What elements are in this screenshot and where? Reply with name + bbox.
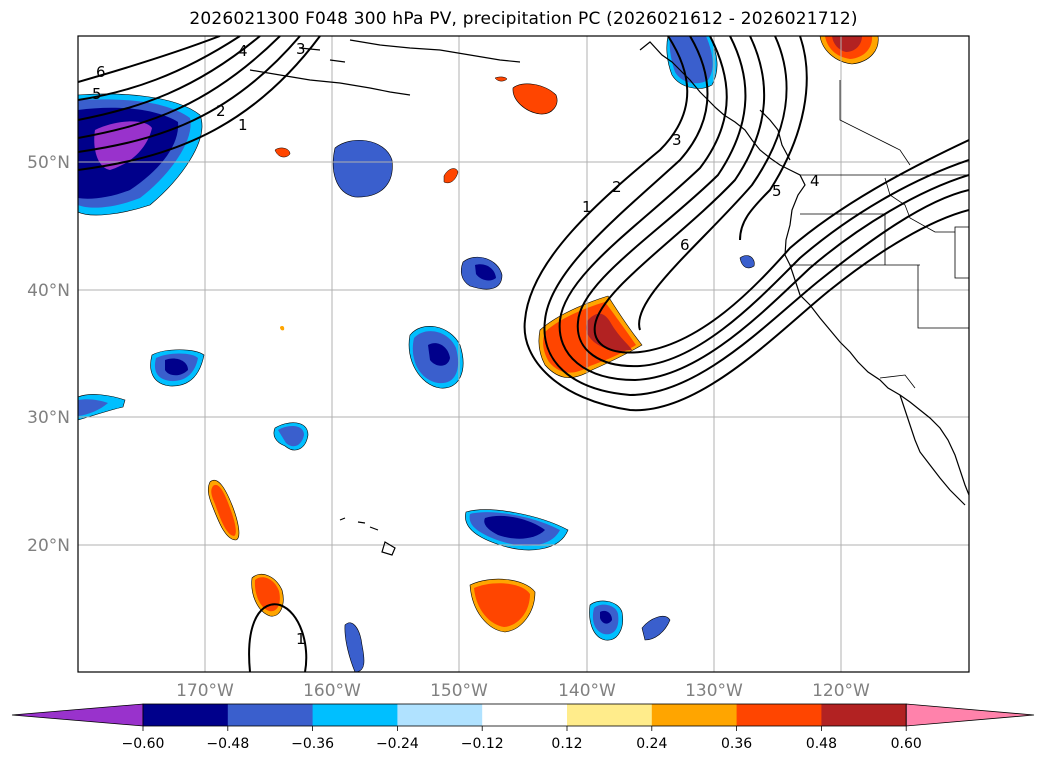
contour-label: 4	[238, 42, 248, 60]
colorbar	[11, 703, 1035, 727]
colorbar-segment	[227, 704, 314, 726]
gridlines	[78, 36, 969, 672]
colorbar-segment	[736, 704, 822, 726]
contour-label: 1	[238, 116, 248, 134]
colorbar-tick-label: 0.36	[721, 736, 752, 752]
colorbar-tick-label: −0.36	[291, 736, 334, 752]
contour-label: 6	[96, 63, 106, 81]
contour-label: 1	[296, 630, 306, 648]
lon-label: 120°W	[812, 681, 870, 701]
longitude-labels: 170°W 160°W 150°W 140°W 130°W 120°W	[176, 681, 870, 701]
contour-label: 2	[612, 178, 622, 196]
latitude-labels: 50°N 40°N 30°N 20°N	[27, 153, 70, 556]
lat-label: 30°N	[27, 408, 70, 428]
contour-label: 2	[216, 102, 226, 120]
precip-shading	[78, 36, 879, 672]
lat-label: 20°N	[27, 536, 70, 556]
pv-contours	[78, 36, 969, 672]
colorbar-tick-label: −0.24	[376, 736, 419, 752]
lat-label: 50°N	[27, 153, 70, 173]
colorbar-segment	[821, 704, 907, 726]
contour-label: 4	[810, 172, 820, 190]
colorbar-segment	[312, 704, 398, 726]
contour-label: 3	[672, 131, 682, 149]
colorbar-tick-label: −0.12	[461, 736, 504, 752]
lon-label: 130°W	[685, 681, 743, 701]
lon-label: 150°W	[430, 681, 488, 701]
contour-label: 3	[296, 40, 306, 58]
colorbar-segment	[482, 704, 568, 726]
colorbar-tick-label: 0.24	[636, 736, 667, 752]
colorbar-tick-label: 0.60	[891, 736, 922, 752]
colorbar-ticks: −0.60 −0.48 −0.36 −0.24 −0.12 0.12 0.24 0.36 0.4…	[122, 726, 922, 752]
map-title: 2026021300 F048 300 hPa PV, precipitatio…	[189, 9, 858, 29]
colorbar-tick-label: 0.12	[551, 736, 582, 752]
coastlines	[249, 39, 969, 556]
lon-label: 140°W	[558, 681, 616, 701]
colorbar-segment	[567, 704, 653, 726]
colorbar-frame	[142, 703, 907, 727]
colorbar-tick-label: −0.48	[206, 736, 249, 752]
plot-frame	[77, 35, 970, 673]
colorbar-segment	[651, 704, 738, 726]
contour-label: 5	[92, 85, 102, 103]
colorbar-tick-label: 0.48	[806, 736, 837, 752]
lon-label: 170°W	[176, 681, 234, 701]
lat-label: 40°N	[27, 281, 70, 301]
colorbar-tick-label: −0.60	[122, 736, 165, 752]
colorbar-segment	[397, 704, 483, 726]
pv-contour-labels: 6 5 4 3 2 1 1 2 3 6 4 5 1	[92, 40, 820, 648]
colorbar-extend-max	[905, 703, 1035, 727]
contour-label: 5	[772, 182, 782, 200]
colorbar-segment	[143, 704, 229, 726]
lon-label: 160°W	[303, 681, 361, 701]
colorbar-extend-min	[11, 703, 144, 727]
contour-label: 6	[680, 236, 690, 254]
contour-label: 1	[582, 198, 592, 216]
